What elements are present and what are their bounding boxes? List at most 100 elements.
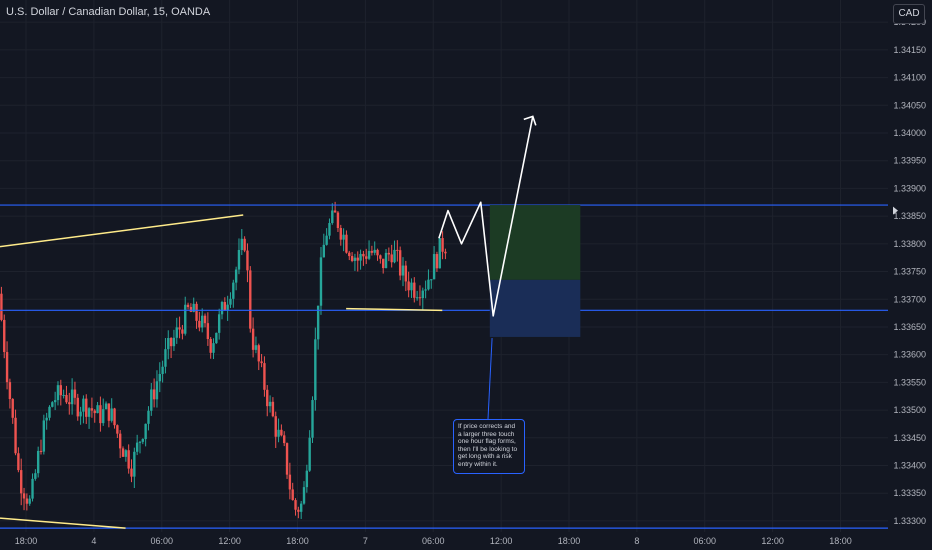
candle-body — [28, 498, 31, 504]
candle-body — [243, 238, 246, 251]
candle-body — [356, 257, 359, 261]
candle-body — [68, 402, 71, 405]
candle-body — [283, 435, 286, 444]
candle-body — [246, 250, 249, 271]
time-axis[interactable]: 18:00 4 06:00 12:00 18:00 7 06:00 12:00 18:00 8 06… — [15, 536, 852, 546]
candle-body — [22, 493, 26, 499]
candle-body — [99, 405, 102, 424]
candle-body — [328, 223, 331, 236]
candle-body — [70, 389, 74, 405]
candle-body — [237, 249, 241, 270]
candle-body — [144, 423, 147, 440]
candle-body — [124, 450, 128, 457]
candle-body — [201, 315, 204, 328]
candle-body — [427, 279, 430, 290]
price-axis[interactable]: 1.33300 1.33350 1.33400 1.33450 1.33500 1.335… — [893, 17, 926, 526]
candle-body — [254, 345, 258, 350]
candle-body — [353, 257, 357, 261]
candle-body — [424, 289, 427, 291]
trend-line — [346, 307, 443, 312]
candle-body — [186, 304, 190, 308]
candle-body — [325, 235, 328, 245]
candle-body — [390, 254, 393, 263]
candle-body — [96, 405, 99, 414]
candle-body — [0, 293, 3, 320]
candle-body — [398, 250, 402, 276]
candle-body — [150, 389, 153, 411]
candles — [0, 201, 447, 519]
candle-body — [314, 339, 317, 401]
candle-body — [85, 398, 88, 417]
candle-body — [430, 279, 433, 281]
candle-body — [331, 210, 334, 224]
candle-body — [192, 303, 195, 312]
candle-body — [133, 451, 136, 477]
candle-body — [62, 394, 65, 396]
candle-body — [172, 337, 176, 347]
price-tick-label: 1.34000 — [893, 128, 926, 138]
candle-body — [308, 437, 311, 471]
candle-body — [39, 450, 43, 452]
candle-body — [11, 399, 14, 418]
candle-body — [266, 389, 269, 407]
candle-body — [410, 282, 413, 291]
trend-line — [0, 214, 244, 248]
candle-body — [189, 307, 193, 312]
candle-body — [302, 487, 306, 504]
trend-line — [0, 517, 126, 529]
candle-body — [311, 400, 314, 438]
candle-body — [73, 389, 77, 398]
candle-body — [147, 410, 150, 424]
candle-body — [164, 349, 167, 367]
candle-body — [435, 254, 439, 269]
price-tick-label: 1.33900 — [893, 183, 926, 193]
candle-body — [198, 320, 201, 328]
price-tick-label: 1.33950 — [893, 156, 926, 166]
candle-body — [339, 228, 342, 240]
candle-body — [217, 314, 221, 333]
candle-body — [175, 327, 178, 338]
candle-body — [34, 473, 37, 479]
candle-body — [169, 338, 173, 347]
candle-body — [432, 254, 436, 280]
currency-button[interactable]: CAD — [893, 4, 925, 24]
candle-body — [319, 257, 323, 306]
candle-body — [195, 303, 198, 321]
candle-body — [215, 332, 218, 344]
candle-body — [51, 402, 54, 407]
price-tick-label: 1.34050 — [893, 100, 926, 110]
time-tick-label: 18:00 — [558, 536, 581, 546]
candle-body — [280, 429, 283, 436]
candle-body — [249, 270, 252, 329]
candle-body — [116, 425, 119, 434]
candle-body — [206, 323, 210, 339]
candle-body — [53, 400, 57, 403]
candle-body — [226, 304, 229, 311]
candle-body — [45, 417, 48, 421]
candle-body — [413, 282, 416, 298]
candle-body — [65, 394, 68, 403]
candle-body — [348, 252, 351, 257]
chart-title: U.S. Dollar / Canadian Dollar, 15, OANDA — [6, 6, 211, 18]
candle-body — [56, 385, 60, 401]
time-tick-label: 18:00 — [286, 536, 309, 546]
candle-body — [141, 439, 145, 442]
candle-body — [59, 385, 63, 396]
candle-body — [421, 290, 424, 299]
price-tick-label: 1.33450 — [893, 433, 926, 443]
candle-body — [121, 448, 125, 457]
candle-body — [277, 429, 280, 437]
candle-body — [155, 381, 159, 400]
price-tick-label: 1.33350 — [893, 488, 926, 498]
candle-body — [14, 417, 17, 454]
note-callout[interactable]: If price corrects and a larger three tou… — [453, 419, 525, 474]
candle-body — [407, 281, 410, 291]
candle-body — [181, 329, 184, 334]
callout-pointer — [487, 338, 493, 420]
candle-body — [438, 238, 441, 269]
candle-body — [25, 498, 29, 504]
candle-body — [350, 256, 354, 261]
time-tick-label: 18:00 — [829, 536, 852, 546]
price-tick-label: 1.33550 — [893, 377, 926, 387]
